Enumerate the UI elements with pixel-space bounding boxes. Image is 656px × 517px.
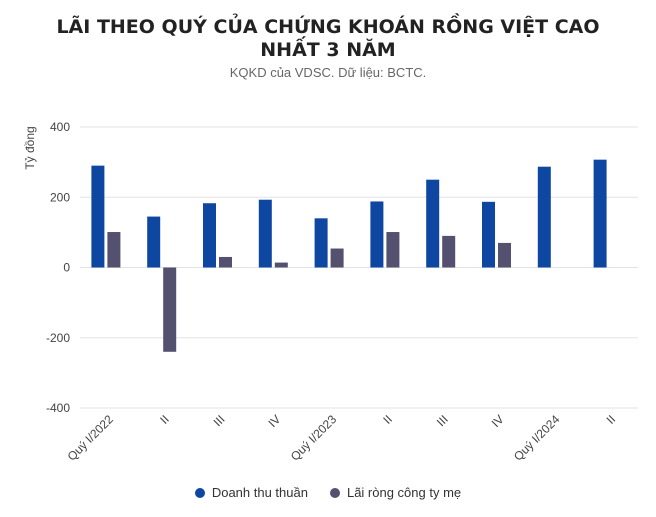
chart-title: LÃI THEO QUÝ CỦA CHỨNG KHOÁN RỒNG VIỆT C… [56,16,600,61]
bar-revenue[interactable] [314,218,328,268]
x-tick-label: Quý I/2022 [65,412,117,464]
bar-net-profit[interactable] [163,267,177,352]
bar-net-profit[interactable] [386,232,400,268]
bar-revenue[interactable] [482,201,495,268]
bar-net-profit[interactable] [274,262,288,268]
legend-marker-revenue [194,487,205,498]
x-tick-label: Quý I/2023 [288,412,340,464]
y-tick-label: -400 [46,401,70,415]
bar-revenue[interactable] [91,165,105,268]
legend-label-net-profit: Lãi ròng công ty mẹ [346,485,462,500]
x-tick-label: II [604,412,619,427]
bar-revenue[interactable] [203,203,216,268]
bar-net-profit[interactable] [498,242,511,268]
x-tick-label: III [211,412,228,429]
bar-net-profit[interactable] [107,232,121,268]
bar-revenue[interactable] [370,201,384,268]
y-tick-label: -200 [46,331,70,345]
y-tick-label: 400 [50,120,70,134]
y-tick-label: 200 [50,190,70,204]
legend-item-net-profit[interactable]: Lãi ròng công ty mẹ [329,485,462,500]
legend-marker-net-profit [329,487,340,498]
chart-subtitle: KQKD của VDSC. Dữ liệu: BCTC. [229,65,427,80]
x-tick-label: IV [266,412,284,430]
bar-revenue[interactable] [426,179,440,268]
legend-label-revenue: Doanh thu thuần [211,485,308,500]
x-tick-label: III [434,412,451,429]
bar-net-profit[interactable] [219,256,232,268]
x-tick-label: II [157,412,172,427]
bar-revenue[interactable] [537,166,551,268]
x-tick-label: Quý I/2024 [511,412,563,464]
bar-net-profit[interactable] [330,248,344,268]
y-tick-label: 0 [63,261,70,275]
bar-net-profit[interactable] [442,235,456,268]
x-tick-label: II [380,412,395,427]
chart-legend: Doanh thu thuần Lãi ròng công ty mẹ [0,485,656,500]
bar-revenue[interactable] [147,216,161,268]
bar-revenue[interactable] [593,159,607,268]
x-tick-label: IV [489,412,507,430]
bar-revenue[interactable] [258,199,272,268]
legend-item-revenue[interactable]: Doanh thu thuần [194,485,308,500]
